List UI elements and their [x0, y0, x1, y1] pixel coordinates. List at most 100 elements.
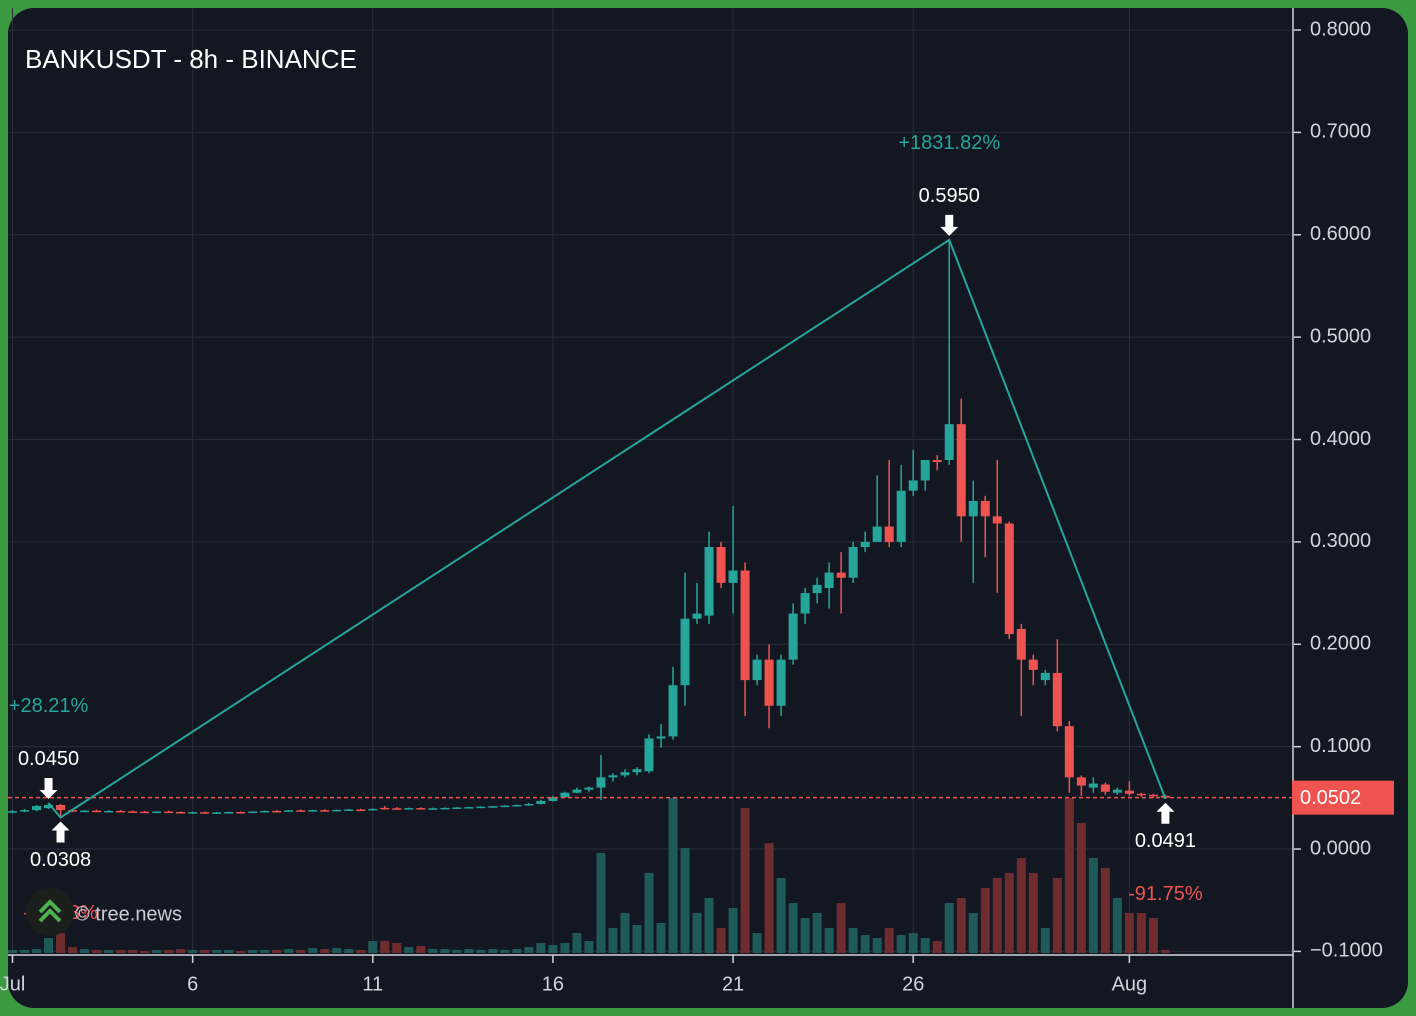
volume-bar	[968, 913, 978, 953]
volume-bar	[296, 950, 306, 953]
candle-body	[164, 811, 174, 814]
volume-bar	[488, 949, 498, 953]
candle-body	[140, 811, 150, 814]
x-tick-label: 21	[722, 973, 744, 995]
volume-bar	[92, 950, 102, 953]
candle-body	[1088, 783, 1098, 788]
volume-bar	[1160, 950, 1170, 953]
volume-bar	[1148, 918, 1158, 953]
volume-bar	[848, 928, 858, 953]
volume-bar	[932, 941, 942, 953]
candle-body	[1148, 794, 1158, 797]
y-tick-label: 0.5000	[1310, 325, 1371, 347]
volume-bar	[416, 946, 426, 953]
volume-bar	[668, 798, 678, 953]
candle-body	[1004, 523, 1014, 635]
candle-body	[692, 613, 702, 619]
candle-body	[188, 812, 198, 814]
candle-body	[56, 805, 66, 811]
candle-body	[80, 810, 90, 813]
volume-bar	[1124, 913, 1134, 953]
x-tick-label: 16	[542, 973, 564, 995]
candle-body	[872, 526, 882, 542]
candle-body	[200, 812, 210, 814]
volume-bar	[740, 808, 750, 953]
candle-body	[752, 659, 762, 681]
volume-bar	[680, 848, 690, 953]
volume-bar	[836, 903, 846, 953]
candle-body	[1040, 672, 1050, 681]
x-tick-label: 6	[187, 973, 198, 995]
candle-body	[584, 787, 594, 790]
candle-body	[260, 810, 270, 813]
candle-body	[464, 807, 474, 809]
volume-bar	[956, 898, 966, 953]
volume-bar	[812, 913, 822, 953]
volume-bar	[632, 925, 642, 953]
candle-body	[296, 810, 306, 812]
candle-body	[1016, 628, 1026, 660]
candle-body	[1076, 777, 1086, 786]
candle-body	[884, 526, 894, 542]
background	[8, 8, 1408, 1008]
candle-body	[800, 593, 810, 614]
candle-body	[572, 789, 582, 793]
volume-bar	[80, 949, 90, 953]
candle-body	[776, 659, 786, 706]
volume-bar	[1136, 913, 1146, 953]
candle-body	[812, 584, 822, 594]
price-label-box	[1292, 780, 1394, 815]
volume-bar	[800, 918, 810, 953]
volume-bar	[620, 913, 630, 953]
y-tick-label: 0.7000	[1310, 121, 1371, 143]
pivot-arrow	[940, 214, 959, 236]
volume-bar	[464, 949, 474, 953]
y-tick-label: 0.1000	[1310, 735, 1371, 757]
candle-body	[704, 547, 714, 616]
candle-body	[1028, 659, 1038, 670]
volume-bar	[644, 873, 654, 953]
candle-body	[632, 769, 642, 773]
volume-bar	[68, 947, 78, 953]
volume-bar	[1088, 858, 1098, 953]
volume-bar	[1064, 798, 1074, 953]
candle-body	[524, 803, 534, 806]
volume-bar	[128, 950, 138, 953]
annotations: 0.0450+28.21%0.0308-31.53%0.5950+1831.82…	[9, 132, 1203, 924]
candle-body	[824, 572, 834, 588]
volume-bar	[524, 947, 534, 953]
candle-body	[452, 807, 462, 809]
candle-body	[548, 797, 558, 801]
candle-body	[380, 807, 390, 810]
volume	[8, 798, 1170, 953]
volume-bar	[152, 950, 162, 953]
volume-bar	[452, 950, 462, 953]
candle-body	[644, 738, 654, 772]
candle-body	[512, 805, 522, 807]
candle-body	[788, 613, 798, 660]
volume-bar	[1076, 823, 1086, 953]
candle-body	[656, 736, 666, 739]
volume-bar	[872, 938, 882, 953]
volume-bar	[32, 949, 42, 953]
watermark: © tree.news	[75, 903, 182, 925]
volume-bar	[776, 878, 786, 953]
volume-bar	[8, 950, 18, 953]
logo-chevrons	[38, 899, 62, 923]
candle-body	[440, 807, 450, 810]
candle-body	[944, 424, 954, 461]
volume-bar	[404, 947, 414, 953]
y-tick-label: 0.4000	[1310, 428, 1371, 450]
candle-body	[908, 480, 918, 491]
candle-body	[980, 500, 990, 517]
candle-body	[284, 810, 294, 812]
volume-bar	[764, 843, 774, 953]
candle-body	[1136, 793, 1146, 796]
volume-bar	[308, 948, 318, 953]
candle-body	[8, 811, 18, 813]
pivot-value-label: 0.0450	[18, 748, 79, 770]
candle-body	[344, 809, 354, 812]
candle-body	[968, 500, 978, 517]
pivot-change-label: +28.21%	[9, 695, 89, 717]
